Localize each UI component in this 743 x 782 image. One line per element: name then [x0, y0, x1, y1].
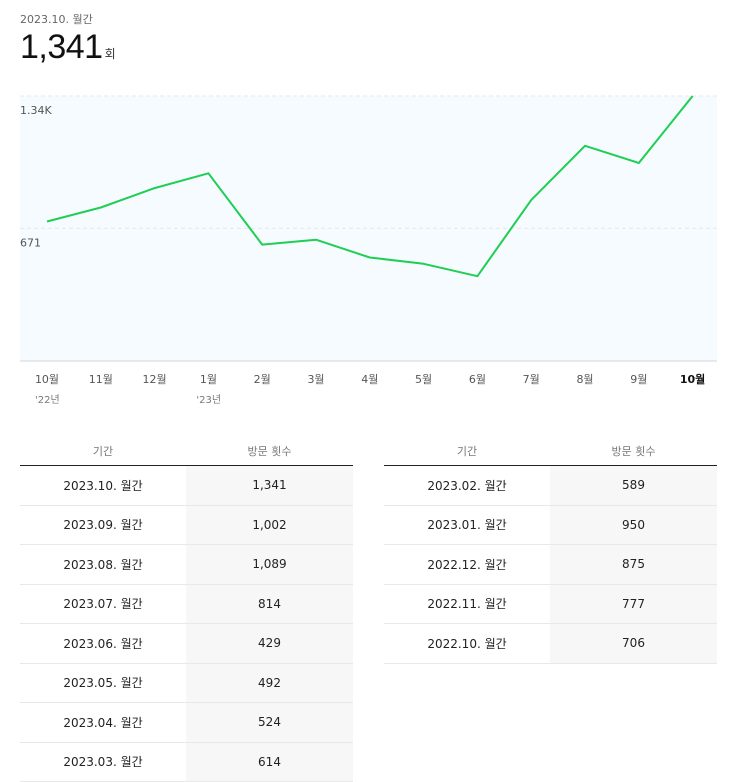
row-period: 2023.03. 월간	[20, 742, 186, 782]
y-tick-label: 1.34K	[20, 104, 52, 117]
x-tick-label: 7월	[523, 373, 540, 386]
row-period: 2023.01. 월간	[384, 505, 550, 545]
row-visits: 589	[550, 466, 717, 506]
period-label: 2023.10. 월간	[20, 11, 93, 27]
visits-line-chart: 1.34K 671 10월 11월 12월 1월 2월 3월 4월 5월 6월 7월 8월 9월 10월 '2…	[0, 80, 743, 415]
row-visits: 875	[550, 545, 717, 585]
row-visits: 524	[186, 703, 353, 743]
row-period: 2023.04. 월간	[20, 703, 186, 743]
row-period: 2022.10. 월간	[384, 624, 550, 664]
x-tick-label: 2월	[254, 373, 271, 386]
table-header-row: 기간 방문 횟수	[384, 437, 717, 466]
row-visits: 706	[550, 624, 717, 664]
row-visits: 492	[186, 663, 353, 703]
column-header-period: 기간	[384, 437, 550, 466]
table-header-row: 기간 방문 횟수	[20, 437, 353, 466]
x-tick-label: 4월	[361, 373, 378, 386]
row-period: 2023.09. 월간	[20, 505, 186, 545]
row-visits: 1,089	[186, 545, 353, 585]
total-visits-value: 1,341	[20, 28, 103, 66]
x-year-label: '23년	[196, 394, 221, 406]
row-period: 2023.06. 월간	[20, 624, 186, 664]
column-header-visits: 방문 횟수	[186, 437, 353, 466]
row-visits: 1,341	[186, 466, 353, 506]
x-tick-label: 8월	[576, 373, 593, 386]
row-visits: 614	[186, 742, 353, 782]
row-period: 2023.05. 월간	[20, 663, 186, 703]
x-tick-label: 3월	[307, 373, 324, 386]
y-tick-label: 671	[20, 236, 41, 249]
column-header-period: 기간	[20, 437, 186, 466]
row-visits: 777	[550, 584, 717, 624]
column-header-visits: 방문 횟수	[550, 437, 717, 466]
x-year-label: '22년	[35, 394, 60, 406]
row-visits: 1,002	[186, 505, 353, 545]
x-tick-label: 12월	[143, 373, 167, 386]
x-tick-label: 10월	[35, 373, 59, 386]
row-visits: 429	[186, 624, 353, 664]
row-visits: 950	[550, 505, 717, 545]
row-period: 2022.12. 월간	[384, 545, 550, 585]
plot-area	[20, 96, 717, 361]
x-tick-label: 10월	[680, 372, 705, 386]
row-visits: 814	[186, 584, 353, 624]
x-tick-label: 9월	[630, 373, 647, 386]
x-tick-label: 1월	[200, 373, 217, 386]
row-period: 2023.10. 월간	[20, 466, 186, 506]
row-period: 2022.11. 월간	[384, 584, 550, 624]
x-tick-label: 11월	[89, 373, 113, 386]
total-visits-unit: 회	[105, 47, 116, 61]
x-tick-label: 6월	[469, 373, 486, 386]
x-tick-label: 5월	[415, 373, 432, 386]
row-period: 2023.02. 월간	[384, 466, 550, 506]
row-period: 2023.07. 월간	[20, 584, 186, 624]
row-period: 2023.08. 월간	[20, 545, 186, 585]
